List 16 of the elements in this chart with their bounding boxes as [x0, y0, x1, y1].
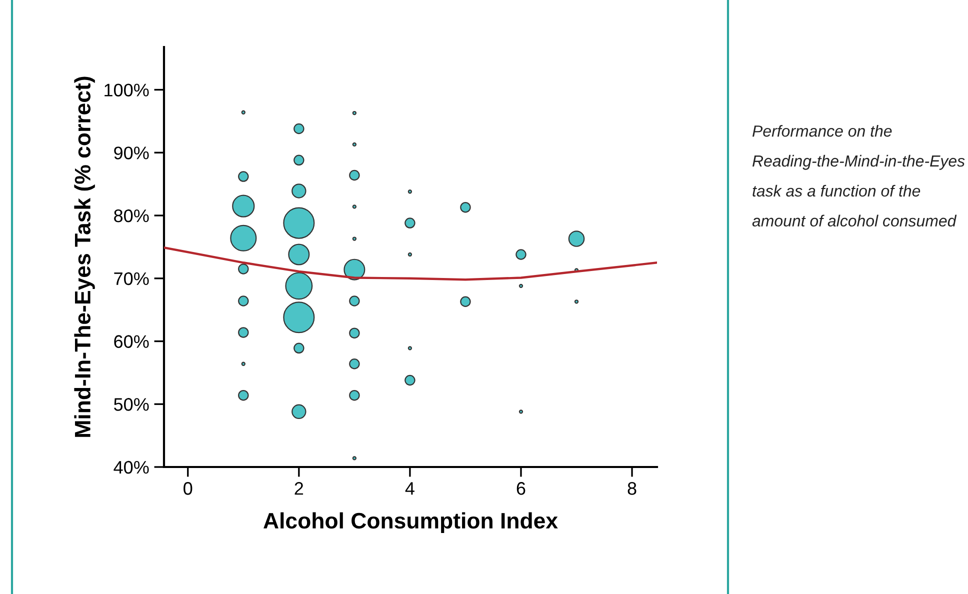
y-tick-label: 60%	[114, 335, 149, 348]
x-tick-label: 0	[184, 482, 192, 495]
line-series	[164, 246, 657, 281]
y-tick-label: 70%	[114, 272, 149, 286]
y-axis-title: Mind-In-The-Eyes Task (% correct)	[74, 76, 95, 437]
x-tick-label: 4	[405, 482, 414, 495]
x-tick-label: 2	[294, 482, 304, 495]
x-axis-title: Alcohol Consumption Index	[264, 512, 558, 534]
y-tick-label: 90%	[114, 146, 149, 160]
x-tick-label: 6	[516, 482, 526, 495]
y-tick-label: 100%	[104, 84, 149, 96]
y-tick-label: 50%	[114, 398, 149, 411]
y-tick-label: 80%	[114, 209, 149, 222]
text: Performance on the Reading-the-Mind-in-the-Eyes task as a function of the amount of alcohol consumed	[752, 125, 965, 227]
y-tick-label: 40%	[114, 460, 149, 474]
x-tick-label: 8	[628, 482, 636, 495]
